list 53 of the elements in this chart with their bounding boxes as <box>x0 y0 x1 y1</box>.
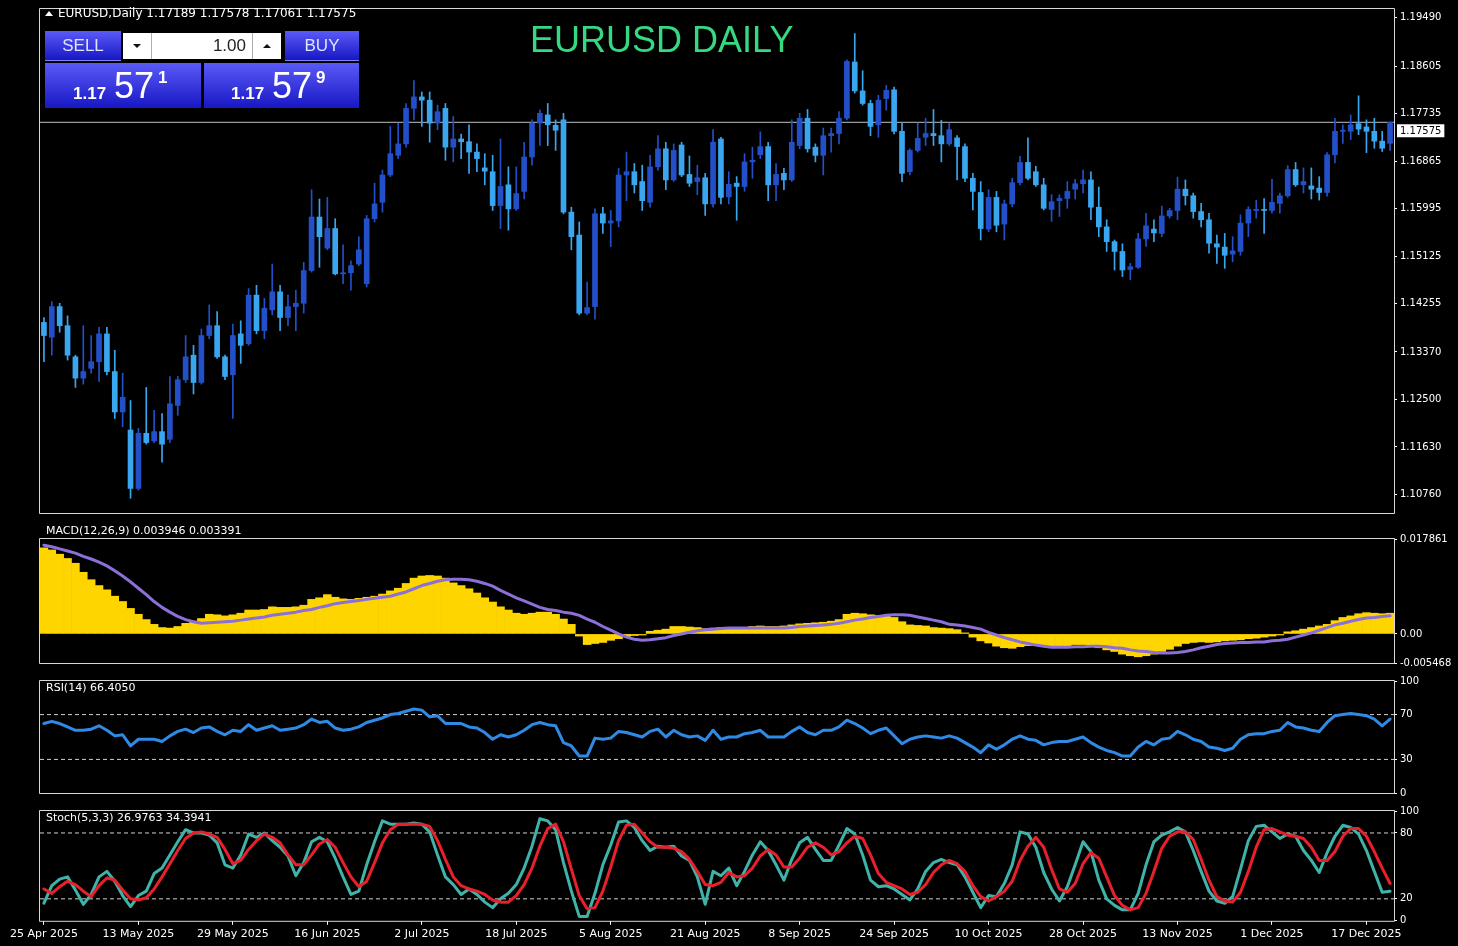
y-tick-label: 1.17735 <box>1400 107 1442 119</box>
x-tick-label: 21 Aug 2025 <box>669 927 741 941</box>
annotation: 1.17 <box>73 84 107 103</box>
x-tick-label: 16 Jun 2025 <box>294 927 361 941</box>
x-tick-label: 28 Oct 2025 <box>1049 927 1118 941</box>
y-tick-label: 1.15125 <box>1400 249 1442 261</box>
annotation: 1.17 <box>231 84 265 103</box>
chart-title: Stoch(5,3,3) 26.9763 34.3941 <box>46 811 212 824</box>
x-tick-label: 18 Jul 2025 <box>485 927 548 941</box>
annotation: 57$^{1}$ <box>114 65 168 106</box>
chart-subtitle: EURUSD,Daily 1.17189 1.17578 1.17061 1.17575 <box>58 6 357 20</box>
y-tick-label: 100 <box>1400 804 1420 816</box>
x-tick-label: 13 Nov 2025 <box>1142 927 1213 941</box>
y-tick-label: 80 <box>1400 826 1413 838</box>
chart-title: RSI(14) 66.4050 <box>46 681 136 694</box>
y-tick-label: 1.10760 <box>1400 488 1442 500</box>
y-tick-label: 1.19490 <box>1400 11 1442 23</box>
x-tick-label: 13 May 2025 <box>102 927 175 941</box>
annotation: SELL <box>62 35 104 56</box>
chart-title: MACD(12,26,9) 0.003946 0.003391 <box>46 524 242 537</box>
x-tick-label: 24 Sep 2025 <box>859 927 929 941</box>
y-tick-label: 70 <box>1400 708 1413 720</box>
y-tick-label: 1.16865 <box>1400 154 1442 166</box>
y-tick-label: 0 <box>1400 786 1407 798</box>
sell-button: SELL <box>45 31 121 61</box>
chart-title: EURUSD DAILY <box>530 19 794 60</box>
y-tick-label: 30 <box>1400 752 1413 764</box>
ref-line-label: 1.17575 <box>1400 124 1442 136</box>
y-tick-label: 100 <box>1400 674 1420 686</box>
x-tick-label: 5 Aug 2025 <box>578 927 643 941</box>
y-tick-label: 1.11630 <box>1400 440 1442 452</box>
annotation: 57$^{9}$ <box>272 65 326 106</box>
y-tick-label: 1.15995 <box>1400 202 1442 214</box>
y-tick-label: 1.13370 <box>1400 345 1442 357</box>
y-tick-label: -0.005468 <box>1400 656 1452 668</box>
x-tick-label: 29 May 2025 <box>197 927 269 941</box>
y-tick-label: 0.017861 <box>1400 532 1448 544</box>
y-tick-label: 1.14255 <box>1400 297 1442 309</box>
buy-button: BUY <box>285 31 359 61</box>
x-tick-label: 17 Dec 2025 <box>1331 927 1402 941</box>
y-tick-label: 20 <box>1400 892 1413 904</box>
quantity-field: 1.00 <box>123 33 281 59</box>
x-tick-label: 1 Dec 2025 <box>1240 927 1304 941</box>
x-tick-label: 8 Sep 2025 <box>768 927 832 941</box>
annotation: 1.00 <box>212 36 246 56</box>
x-tick-label: 2 Jul 2025 <box>394 927 450 941</box>
x-tick-label: 10 Oct 2025 <box>954 927 1023 941</box>
y-tick-label: 1.18605 <box>1400 59 1442 71</box>
y-tick-label: 0.00 <box>1400 627 1423 639</box>
y-tick-label: 0 <box>1400 914 1407 926</box>
y-tick-label: 1.12500 <box>1400 393 1442 405</box>
annotation: BUY <box>304 35 340 56</box>
x-tick-label: 25 Apr 2025 <box>9 927 78 941</box>
